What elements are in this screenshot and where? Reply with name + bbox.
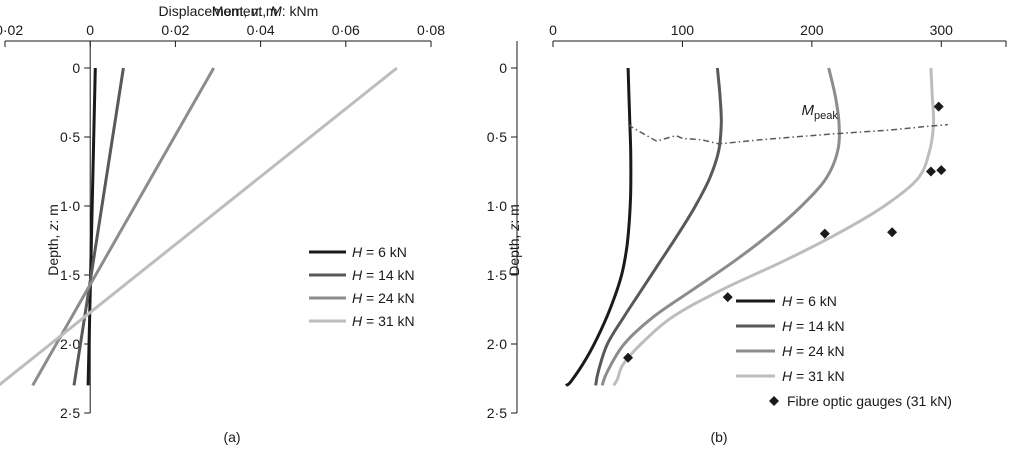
panel-a-y-axis-title: Depth, z: m xyxy=(45,204,61,276)
panel-a-x-tick-label: 0·02 xyxy=(161,22,189,38)
panel-a-x-tick-label: 0·08 xyxy=(417,22,445,38)
panel-b-series-line-h-31-kn xyxy=(612,67,936,387)
panel-b-m-peak-label: Mpeak xyxy=(802,102,839,122)
panel-a-y-ticks: 0 0·5 1·0 1·5 2·0 2·5 xyxy=(60,41,91,421)
panel-b-peak-line xyxy=(627,123,948,145)
panel-a-y-tick-label: 2·5 xyxy=(60,405,80,421)
panel-a-series-group xyxy=(0,66,398,387)
panel-a-x-tick-label: 0 xyxy=(86,22,94,38)
panel-a-series-line-h-14-kn xyxy=(72,67,125,386)
panel-b-peak-dashdot-line xyxy=(627,123,948,145)
panel-a-y-tick-label: 1·0 xyxy=(60,198,80,214)
panel-b-y-tick-label: 1·0 xyxy=(487,198,507,214)
panel-b-legend-label-h-31-kn: H = 31 kN xyxy=(782,368,845,384)
panel-b-y-ticks: 0 0·5 1·0 1·5 2·0 2·5 xyxy=(487,41,518,421)
panel-b-gauge-marker xyxy=(623,352,634,363)
panel-b-x-axis-title: Moment, M: kNm xyxy=(212,3,319,19)
panel-b-legend: H = 6 kN H = 14 kN H = 24 kN H = 31 kN Fibre… xyxy=(736,293,952,409)
panel-b-series-group xyxy=(564,67,936,387)
panel-b-label: (b) xyxy=(710,429,727,445)
panel-a: Displacement, v: m −0·02 0 0·02 0·04 0·06 0·0… xyxy=(0,3,445,445)
panel-a-label: (a) xyxy=(223,429,240,445)
panel-b-legend-label-h-14-kn: H = 14 kN xyxy=(782,318,845,334)
panel-b-y-tick-label: 1·5 xyxy=(487,267,507,283)
panel-b-x-ticks: 0 100 200 300 xyxy=(549,22,1007,47)
panel-b-y-tick-label: 0·5 xyxy=(487,129,507,145)
panel-b-markers xyxy=(623,101,947,363)
panel-b-legend-label-h-6-kn: H = 6 kN xyxy=(782,293,837,309)
panel-a-legend: H = 6 kN H = 14 kN H = 24 kN H = 31 kN xyxy=(309,244,415,329)
panel-b-y-tick-label: 0 xyxy=(499,60,507,76)
panel-a-legend-label-h-14-kn: H = 14 kN xyxy=(352,267,415,283)
panel-b-gauge-marker xyxy=(819,228,830,239)
panel-a-y-tick-label: 2·0 xyxy=(60,336,80,352)
panel-b-x-tick-label: 300 xyxy=(930,22,954,38)
panel-a-legend-label-h-6-kn: H = 6 kN xyxy=(352,244,407,260)
panel-b-gauge-marker xyxy=(722,292,733,303)
panel-b-x-tick-label: 100 xyxy=(671,22,695,38)
panel-a-y-tick-label: 0·5 xyxy=(60,129,80,145)
panel-a-x-tick-label: 0·04 xyxy=(247,22,275,38)
panel-b-series-line-h-6-kn xyxy=(564,67,633,387)
panel-b: Moment, M: kNm 0 100 200 300 0 0·5 1·0 1·5 2·0 2… xyxy=(212,3,1007,445)
panel-a-x-tick-label: −0·02 xyxy=(0,22,23,38)
panel-a-series-line-h-31-kn xyxy=(0,66,398,387)
panel-b-gauge-marker xyxy=(936,165,947,176)
panel-a-x-axis-title: Displacement, v: m xyxy=(158,3,277,19)
panel-b-x-tick-label: 0 xyxy=(549,22,557,38)
panel-b-peak-annotation: Mpeak xyxy=(802,102,839,122)
panel-a-legend-label-h-24-kn: H = 24 kN xyxy=(352,290,415,306)
panel-b-series-line-h-24-kn xyxy=(600,67,841,386)
panel-b-y-tick-label: 2·5 xyxy=(487,405,507,421)
panel-b-gauge-marker xyxy=(887,227,898,238)
panel-b-legend-marker-swatch xyxy=(769,396,779,406)
panel-a-x-tick-label: 0·06 xyxy=(332,22,360,38)
panel-b-x-tick-label: 200 xyxy=(800,22,824,38)
panel-a-y-tick-label: 0 xyxy=(72,60,80,76)
panel-b-y-tick-label: 2·0 xyxy=(487,336,507,352)
panel-a-legend-label-h-31-kn: H = 31 kN xyxy=(352,313,415,329)
panel-b-legend-label-gauges: Fibre optic gauges (31 kN) xyxy=(787,393,952,409)
panel-a-series-line-h-6-kn xyxy=(86,67,97,386)
panel-b-gauge-marker xyxy=(925,166,936,177)
panel-b-series-line-h-14-kn xyxy=(594,67,723,386)
panel-a-y-tick-label: 1·5 xyxy=(60,267,80,283)
panel-b-y-axis-title: Depth, z: m xyxy=(506,204,522,276)
panel-a-x-ticks: −0·02 0 0·02 0·04 0·06 0·08 xyxy=(0,22,445,47)
panel-b-legend-label-h-24-kn: H = 24 kN xyxy=(782,343,845,359)
panel-b-gauge-marker xyxy=(933,101,944,112)
